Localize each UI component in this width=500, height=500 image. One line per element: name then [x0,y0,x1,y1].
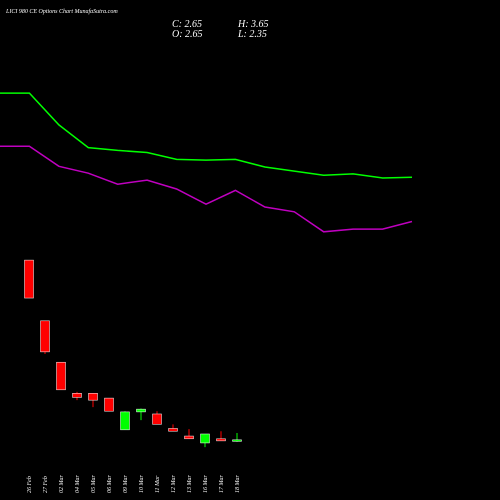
close-label: C: 2.65 [172,19,202,30]
candle-body [72,393,82,398]
x-tick-label: 13 Mar [187,475,193,493]
x-tick-label: 27 Feb [43,476,49,493]
x-tick-label: 11 Mar [155,475,161,493]
x-tick-label: 18 Mar [235,475,241,493]
open-label: O: 2.65 [172,29,203,40]
candle-body [88,393,98,401]
candle-body [168,428,178,432]
x-tick-label: 10 Mar [139,475,145,493]
x-tick-label: 02 Mar [59,475,65,493]
chart-title: LICI 980 CE Options Chart MunafaSutra.co… [5,8,118,15]
x-tick-label: 06 Mar [107,475,113,493]
candle-body [184,435,194,440]
candle-body [216,438,226,442]
x-tick-label: 04 Mar [74,475,81,493]
candle-body [40,320,50,353]
x-tick-label: 12 Mar [171,475,177,493]
x-tick-label: 26 Feb [27,476,33,493]
candle-body [104,397,114,412]
candle-body [120,411,130,431]
x-tick-label: 17 Mar [219,475,225,493]
x-tick-label: 09 Mar [123,475,129,493]
candle-body [152,413,162,425]
low-label: L: 2.35 [237,29,267,40]
candle-body [56,361,66,391]
x-tick-label: 05 Mar [91,475,97,493]
candle-body [136,408,146,413]
candle-body [200,433,210,444]
line-series [0,92,413,179]
x-tick-label: 16 Mar [203,475,209,493]
candle-body [232,439,242,442]
candle-body [24,259,34,299]
high-label: H: 3.65 [237,19,269,30]
line-series [0,145,413,233]
